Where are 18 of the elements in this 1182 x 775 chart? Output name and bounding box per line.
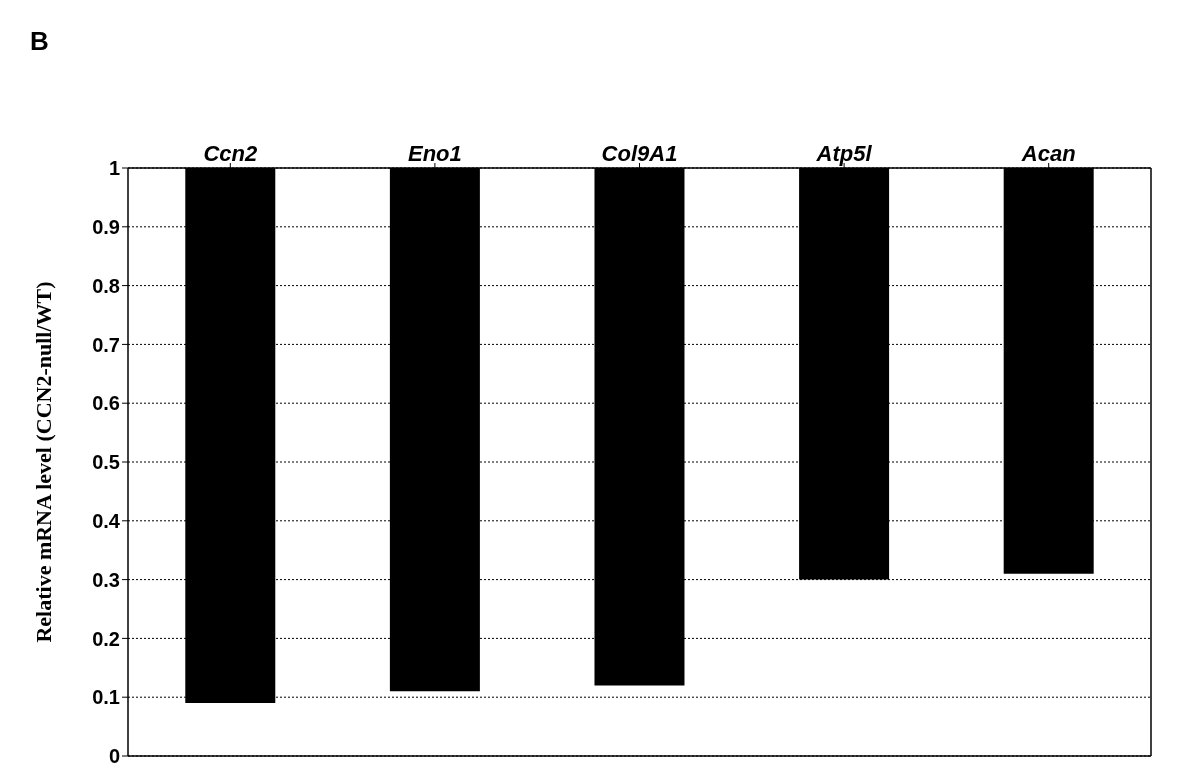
- y-tick-label: 1: [108, 157, 120, 180]
- y-tick-label: 0.9: [92, 215, 120, 238]
- y-tick-label: 0: [108, 745, 120, 768]
- y-tick-label: 0.5: [92, 451, 120, 474]
- x-tick-label: Atp5l: [815, 141, 873, 166]
- y-tick-label: 0.4: [92, 509, 121, 532]
- x-tick-label: Ccn2: [203, 141, 258, 166]
- x-tick-label: Acan: [1020, 141, 1076, 166]
- y-tick-label: 0.3: [92, 568, 120, 591]
- y-tick-label: 0.2: [92, 627, 120, 650]
- x-tick-label: Col9A1: [601, 141, 678, 166]
- y-tick-label: 0.1: [92, 686, 120, 709]
- text: B: [30, 26, 49, 57]
- y-axis-title: Relative mRNA level (CCN2-null/WT): [30, 281, 56, 643]
- y-tick-label: 0.8: [92, 274, 120, 297]
- x-tick-label: Eno1: [408, 141, 462, 166]
- y-tick-label: 0.7: [92, 333, 120, 356]
- y-tick-label: 0.6: [92, 392, 120, 415]
